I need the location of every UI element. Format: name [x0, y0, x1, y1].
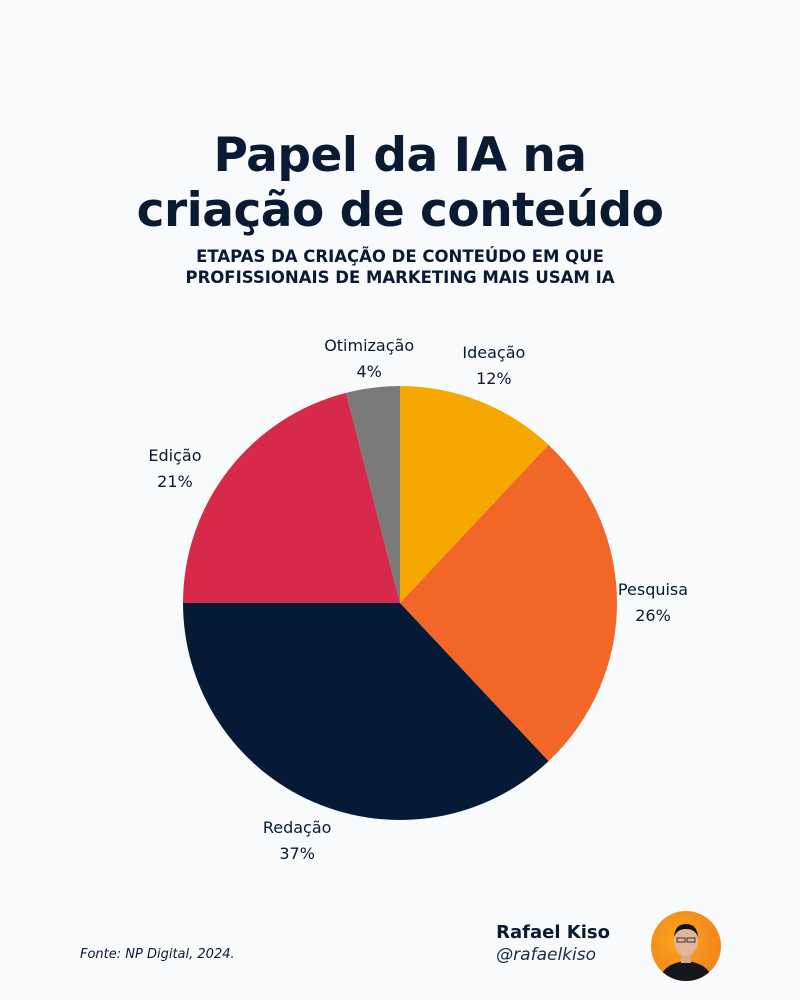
slice-label: Pesquisa 26% [618, 577, 688, 629]
slice-label-value: 26% [635, 606, 671, 625]
author-handle: @rafaelkiso [496, 945, 596, 965]
author-block: Rafael Kiso @rafaelkiso [496, 922, 610, 966]
author-avatar [651, 911, 721, 981]
subtitle-line-2: PROFISSIONAIS DE MARKETING MAIS USAM IA [185, 268, 615, 287]
slice-label-value: 4% [356, 361, 382, 381]
slice-label-value: 12% [476, 368, 512, 388]
subtitle: ETAPAS DA CRIAÇÃO DE CONTEÚDO EM QUE PRO… [0, 246, 800, 288]
slice-label-value: 37% [279, 843, 315, 863]
slice-label-value: 21% [157, 471, 193, 491]
slice-label-name: Ideação [462, 342, 526, 362]
slice-label-name: Otimização [324, 335, 415, 355]
slice-label-name: Redação [262, 817, 332, 837]
pie-slice-otimização [346, 386, 400, 603]
slice-label: Otimização 4% [324, 333, 414, 385]
author-name: Rafael Kiso [496, 922, 610, 943]
title-line-1: Papel da IA na [213, 128, 587, 183]
slice-label-name: Pesquisa [617, 580, 689, 599]
pie-slice-edição [183, 392, 400, 603]
slice-label: Redação 37% [263, 815, 332, 867]
slice-label: Ideação 12% [462, 340, 525, 392]
pie-slice-pesquisa [400, 444, 617, 762]
pie-slice-ideação [400, 386, 549, 603]
source-note: Fonte: NP Digital, 2024. [80, 947, 235, 962]
person-photo-icon [659, 924, 713, 981]
page-title: Papel da IA na criação de conteúdo [0, 128, 800, 238]
title-line-2: criação de conteúdo [136, 183, 664, 238]
pie-slice-redação [183, 603, 549, 820]
subtitle-line-1: ETAPAS DA CRIAÇÃO DE CONTEÚDO EM QUE [196, 247, 604, 266]
slice-label-name: Edição [148, 445, 202, 465]
slice-label: Edição 21% [148, 443, 201, 495]
